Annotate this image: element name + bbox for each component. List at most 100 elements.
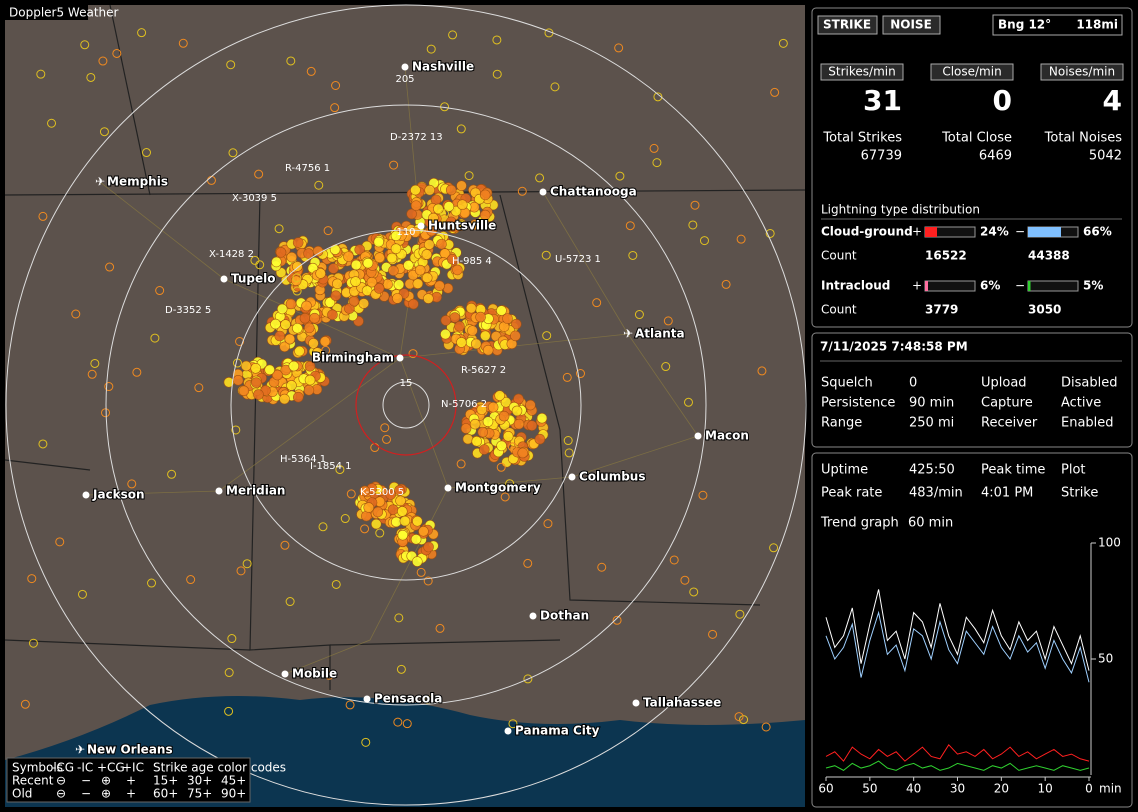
old-strike — [734, 712, 744, 722]
strike — [406, 208, 417, 220]
bar-fill — [1028, 227, 1061, 237]
old-strike — [541, 250, 551, 260]
city-icon: ✈ — [623, 327, 633, 341]
old-strike — [757, 366, 767, 376]
old-strike — [393, 717, 403, 727]
strike — [477, 426, 489, 438]
strike — [286, 380, 297, 391]
old-strike — [508, 719, 518, 729]
sign: + — [912, 225, 922, 239]
old-strike — [321, 345, 331, 355]
old-strike — [439, 209, 449, 219]
old-strike — [323, 226, 333, 236]
strike — [469, 219, 481, 230]
setting: Receiver — [981, 416, 1038, 431]
strike — [418, 525, 429, 537]
strike — [496, 440, 507, 452]
strike — [373, 283, 385, 294]
strike — [452, 264, 463, 276]
distribution-title: Lightning type distribution — [821, 203, 980, 217]
strike — [292, 261, 303, 272]
old-strike — [292, 286, 302, 296]
strike — [502, 431, 514, 442]
strike — [511, 405, 523, 417]
strike — [513, 418, 525, 430]
strike — [370, 518, 382, 530]
strike — [303, 384, 315, 396]
legend-row: Recent — [12, 774, 54, 788]
legend-age-title: Strike age color codes — [153, 761, 286, 775]
strike — [363, 502, 375, 513]
setting: Squelch — [821, 376, 873, 391]
strike — [279, 393, 290, 405]
old-strike — [382, 434, 392, 444]
strike — [399, 515, 411, 527]
bar-fill — [925, 227, 937, 237]
old-strike — [653, 92, 663, 102]
noise-button-label[interactable]: NOISE — [890, 18, 932, 32]
old-strike — [649, 143, 659, 153]
strike — [423, 541, 434, 553]
old-strike — [178, 38, 188, 48]
rates: Strikes/min 31 Total Strikes 67739 Close/min… — [820, 63, 1124, 164]
noise-button[interactable] — [882, 15, 941, 35]
rate-label: Strikes/min — [828, 65, 895, 79]
x-tick-label: 50 — [862, 782, 877, 796]
old-strike — [77, 589, 87, 599]
old-strike — [236, 566, 246, 576]
strike — [456, 337, 467, 348]
strike — [315, 268, 326, 279]
old-strike — [736, 234, 746, 244]
legend-glyph: ⊖ — [56, 787, 66, 801]
old-strike — [150, 333, 160, 343]
legend-glyph: ⊕ — [101, 774, 111, 788]
trend-line — [825, 589, 1090, 671]
legend-box — [6, 757, 251, 803]
strike — [250, 363, 262, 374]
legend-age: 30+ — [187, 774, 212, 788]
legend-header: -IC — [77, 761, 93, 775]
setting: Persistence — [821, 396, 895, 411]
old-strike — [167, 469, 177, 479]
old-strike — [456, 459, 466, 469]
strike — [304, 361, 316, 372]
strike — [288, 360, 300, 372]
strike — [251, 377, 262, 388]
app-title: Doppler5 Weather — [9, 6, 119, 20]
strike — [274, 330, 286, 342]
strike — [393, 279, 405, 290]
strike — [309, 312, 320, 324]
city-dot — [215, 487, 223, 495]
ring-label: 110 — [396, 227, 415, 238]
cell-label: R-5627 2 — [461, 365, 506, 376]
cell-label: D-2372 13 — [390, 132, 443, 143]
strike — [449, 221, 461, 233]
strike — [238, 385, 250, 397]
old-strike — [492, 69, 502, 79]
strike — [280, 319, 291, 330]
strike — [428, 212, 439, 224]
cell-label: I-1854 1 — [310, 461, 352, 472]
city-dot — [82, 491, 90, 499]
city-icon: ✈ — [95, 175, 105, 189]
cell-label: U-5723 1 — [555, 254, 601, 265]
old-strike — [331, 579, 341, 589]
map: 205 110 15 Nashville✈ MemphisChattanoogaH… — [4, 4, 807, 807]
old-strike — [628, 250, 638, 260]
strike-button-label[interactable]: STRIKE — [823, 18, 871, 32]
storm-cells: R-4756 1 D-2372 13 X-3039 5 X-1428 2 D-3352 … — [165, 132, 601, 498]
setting: 250 mi — [909, 416, 954, 431]
sign: − — [1015, 279, 1025, 293]
strike — [358, 298, 370, 309]
old-strike — [147, 578, 157, 588]
strike — [412, 515, 423, 527]
old-strike — [416, 567, 426, 577]
count-label: Count — [821, 303, 857, 317]
strike-button[interactable] — [817, 15, 878, 35]
strike — [373, 236, 385, 248]
city-label: Montgomery — [455, 481, 541, 495]
strike — [301, 300, 312, 312]
strike — [374, 252, 385, 263]
old-strike — [523, 674, 533, 684]
